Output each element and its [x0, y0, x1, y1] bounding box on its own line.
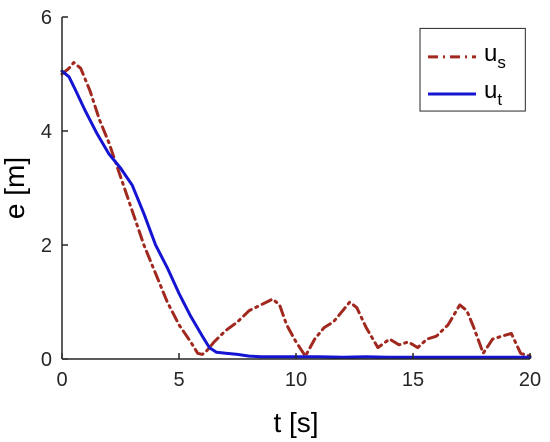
- x-tick-label: 10: [285, 369, 307, 391]
- y-tick-label: 4: [41, 121, 52, 143]
- y-tick-label: 2: [41, 235, 52, 257]
- series-line-u-t: [60, 69, 532, 359]
- x-tick-label: 0: [56, 369, 67, 391]
- y-axis-label: e [m]: [0, 157, 30, 219]
- series-line-u-s: [60, 61, 532, 358]
- y-tick-label: 0: [41, 349, 52, 371]
- y-tick-label: 6: [41, 7, 52, 29]
- legend: us ut: [419, 27, 526, 112]
- legend-box: [419, 27, 526, 112]
- legend-label-u-s: us: [484, 40, 506, 72]
- x-tick-label: 5: [173, 369, 184, 391]
- axes: 0 5 10 15 20 0 2 4 6: [41, 7, 541, 391]
- x-tick-label: 15: [402, 369, 424, 391]
- legend-label-u-t: ut: [484, 77, 502, 109]
- x-axis-label: t [s]: [273, 407, 318, 438]
- plot-area: [60, 61, 532, 359]
- x-tick-label: 20: [519, 369, 541, 391]
